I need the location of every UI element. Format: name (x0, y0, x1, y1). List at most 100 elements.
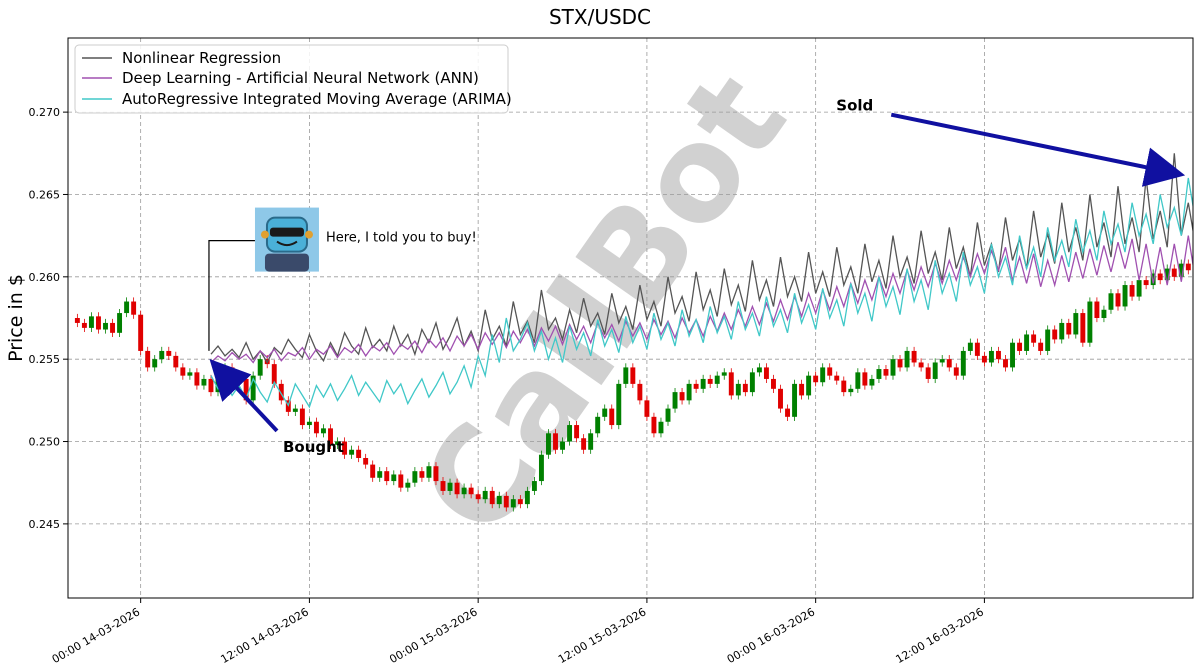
candle-body (1178, 263, 1184, 277)
bought-label: Bought (283, 438, 344, 456)
x-tick-label: 12:00 16-03-2026 (894, 605, 986, 666)
candle-body (876, 369, 882, 379)
candle-body (792, 383, 798, 417)
candle-body (742, 383, 748, 393)
candle-body (328, 428, 333, 445)
candle-body (686, 383, 692, 401)
candle-body (974, 342, 980, 356)
candle-body (426, 466, 432, 478)
candle-body (1115, 293, 1121, 307)
candle-body (644, 400, 650, 417)
y-tick-label: 0.250 (29, 436, 61, 449)
candle-body (707, 378, 713, 384)
candle-body (1045, 329, 1051, 351)
candle-body (475, 494, 481, 500)
candle-body (1052, 329, 1058, 340)
y-tick-label: 0.245 (29, 518, 61, 531)
bought-arrow (209, 358, 279, 433)
sold-label: Sold (836, 97, 873, 115)
candle-body (391, 474, 397, 482)
candle-body (1073, 313, 1079, 335)
candle-body (187, 372, 193, 376)
candle-body (138, 314, 144, 351)
candle-body (602, 408, 608, 417)
candle-body (454, 482, 460, 495)
candle-body (208, 378, 214, 393)
candle-body (145, 350, 151, 368)
candle-body (820, 367, 826, 383)
candle-body (595, 416, 601, 434)
candle-body (749, 372, 755, 393)
candle-body (1101, 309, 1107, 318)
candle-body (1080, 313, 1086, 343)
candle-body (623, 367, 629, 384)
candle-body (728, 372, 734, 396)
candle-body (897, 359, 903, 368)
series-line-2 (210, 177, 1193, 409)
candle-body (1164, 268, 1170, 281)
candle-body (651, 416, 657, 434)
candle-body (74, 318, 80, 323)
callout-text: Here, I told you to buy! (326, 231, 477, 246)
candle-body (271, 364, 277, 384)
chart-title: STX/USDC (549, 5, 651, 29)
candle-body (799, 383, 805, 396)
candle-body (1066, 322, 1072, 335)
candle-body (356, 449, 362, 458)
candle-body (419, 471, 425, 478)
robot-ear-left (260, 230, 269, 239)
y-axis-label: Price in $ (5, 274, 27, 362)
candle-body (546, 433, 551, 455)
candle-body (721, 372, 727, 376)
candle-body (953, 367, 959, 376)
candle-body (763, 367, 769, 379)
x-tick-label: 12:00 14-03-2026 (219, 605, 311, 666)
candle-body (405, 482, 411, 488)
robot-ear-right (304, 230, 313, 239)
candle-body (1108, 293, 1114, 310)
candle-body (201, 378, 207, 386)
x-tick-label: 00:00 14-03-2026 (50, 605, 142, 666)
candle-body (693, 383, 699, 389)
robot-body (264, 253, 309, 272)
candle-body (1150, 273, 1156, 286)
candle-body (482, 490, 488, 500)
candle-body (468, 487, 474, 495)
callout-connector (208, 239, 255, 351)
candle-body (581, 438, 587, 450)
candle-body (152, 359, 158, 368)
candle-body (398, 474, 404, 488)
candle-body (433, 466, 439, 482)
candle-body (292, 408, 298, 412)
candle-body (159, 350, 165, 360)
robot-sunglasses (269, 227, 304, 237)
candle-body (588, 433, 594, 450)
candle-body (131, 301, 137, 315)
candle-body (560, 441, 565, 450)
candlesticks (74, 259, 1193, 512)
annotations: Bought Sold Here, I told you to buy! (208, 97, 1186, 456)
candle-body (806, 375, 812, 396)
candle-body (616, 383, 622, 426)
candle-body (1017, 342, 1023, 351)
candle-body (735, 383, 741, 396)
candle-body (313, 421, 319, 434)
candle-body (960, 350, 966, 376)
candle-body (574, 425, 580, 439)
prediction-lines (210, 153, 1193, 409)
candle-body (335, 441, 340, 445)
y-tick-label: 0.260 (29, 271, 61, 284)
candle-body (911, 350, 917, 363)
candle-body (88, 316, 94, 328)
candle-body (1038, 342, 1044, 351)
candle-body (1122, 285, 1128, 307)
x-ticks: 00:00 14-03-2026 12:00 14-03-2026 00:00 15… (50, 598, 986, 666)
candle-body (785, 408, 790, 417)
candle-body (503, 495, 509, 508)
candle-body (278, 383, 284, 401)
candle-body (124, 301, 130, 314)
candle-body (904, 350, 910, 368)
candle-body (932, 362, 938, 379)
y-tick-label: 0.255 (29, 353, 61, 366)
